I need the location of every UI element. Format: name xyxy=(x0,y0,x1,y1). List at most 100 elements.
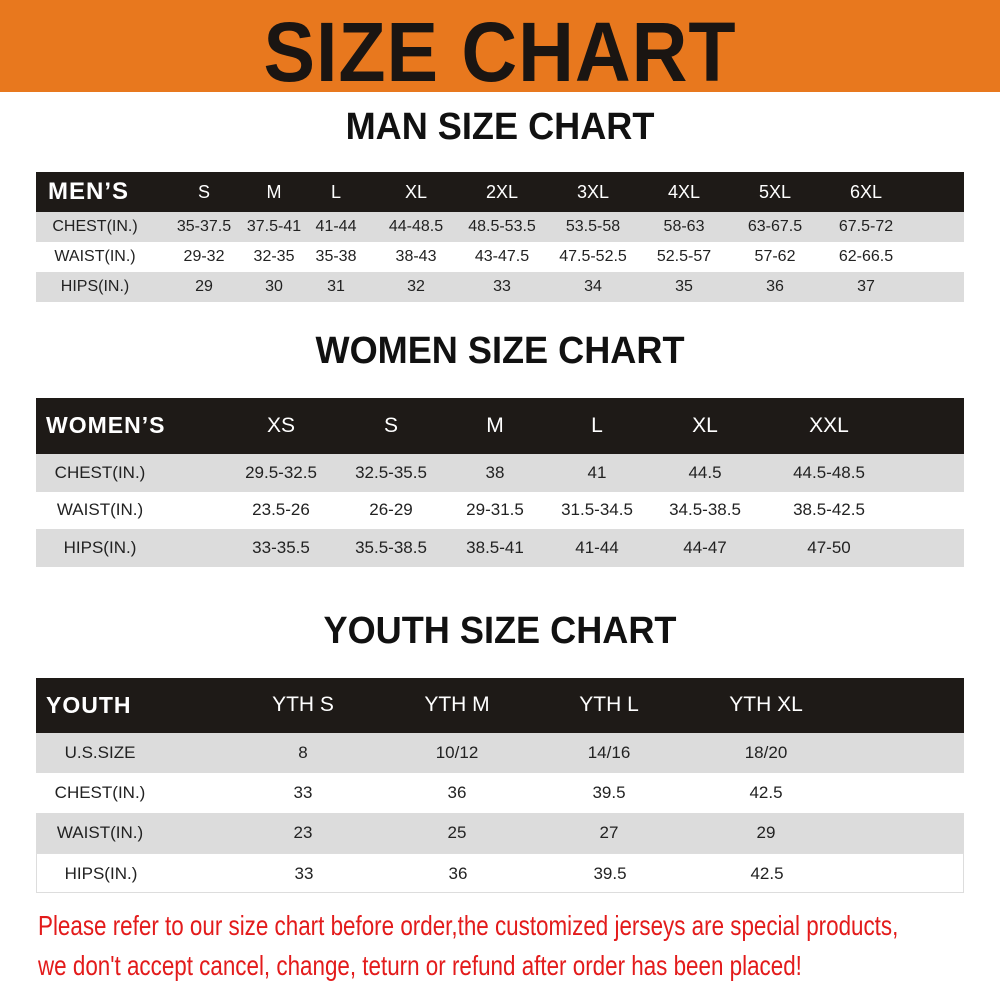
notice-line-2: we don't accept cancel, change, teturn o… xyxy=(38,950,802,981)
table-cell: 58-63 xyxy=(663,217,705,235)
size-header-3xl: 3XL xyxy=(576,181,610,202)
table-cell: 18/20 xyxy=(744,743,788,763)
table-cell: 41-44 xyxy=(575,537,619,557)
table-cell: 29 xyxy=(756,823,776,843)
table-row: U.S.SIZE 8 10/12 14/16 18/20 xyxy=(36,733,964,773)
table-cell: 39.5 xyxy=(593,864,627,884)
table-cell: 26-29 xyxy=(369,500,413,520)
men-header-row: MEN’S S M L XL 2XL 3XL 4XL 5XL 6XL xyxy=(36,172,964,212)
size-header-l: L xyxy=(591,413,603,437)
table-cell: 30 xyxy=(265,277,283,295)
size-header-m: M xyxy=(486,413,504,437)
size-header-yth-xl: YTH XL xyxy=(729,693,803,717)
size-header-6xl: 6XL xyxy=(849,181,883,202)
table-cell: 53.5-58 xyxy=(565,217,621,235)
table-cell: 29 xyxy=(195,277,213,295)
row-label: HIPS(IN.) xyxy=(63,537,137,557)
table-row: HIPS(IN.) 33-35.5 35.5-38.5 38.5-41 41-44 44-… xyxy=(36,529,964,567)
table-cell: 10/12 xyxy=(435,743,479,763)
size-header-l: L xyxy=(330,181,342,202)
table-cell: 36 xyxy=(448,864,468,884)
table-row: WAIST(IN.) 23 25 27 29 xyxy=(36,813,964,853)
table-cell: 36 xyxy=(447,783,467,803)
size-header-xxl: XXL xyxy=(809,413,849,437)
table-cell: 8 xyxy=(298,743,308,763)
table-row: CHEST(IN.) 35-37.5 37.5-41 41-44 44-48.5 48.5… xyxy=(36,212,964,242)
table-cell: 33 xyxy=(293,783,313,803)
size-header-s: S xyxy=(383,413,399,437)
table-cell: 38.5-42.5 xyxy=(793,500,865,520)
table-cell: 29.5-32.5 xyxy=(245,462,317,482)
table-cell: 37.5-41 xyxy=(246,217,302,235)
row-label: WAIST(IN.) xyxy=(56,500,144,520)
table-cell: 29-32 xyxy=(183,247,225,265)
table-row: CHEST(IN.) 33 36 39.5 42.5 xyxy=(36,773,964,813)
table-cell: 43-47.5 xyxy=(474,247,530,265)
table-cell: 23 xyxy=(293,823,313,843)
table-cell: 48.5-53.5 xyxy=(468,217,536,235)
row-label: CHEST(IN.) xyxy=(52,217,138,235)
size-header-4xl: 4XL xyxy=(667,181,701,202)
table-row: WAIST(IN.) 29-32 32-35 35-38 38-43 43-47.5 47.… xyxy=(36,242,964,272)
table-cell: 32 xyxy=(407,277,425,295)
table-cell: 62-66.5 xyxy=(838,247,894,265)
women-header-label: WOMEN’S xyxy=(46,412,166,438)
table-cell: 37 xyxy=(857,277,875,295)
table-cell: 36 xyxy=(766,277,784,295)
table-cell: 47-50 xyxy=(807,537,851,557)
row-label: CHEST(IN.) xyxy=(54,462,146,482)
table-cell: 14/16 xyxy=(587,743,631,763)
size-header-xl: XL xyxy=(692,413,718,437)
table-cell: 38-43 xyxy=(395,247,437,265)
table-cell: 32.5-35.5 xyxy=(355,462,427,482)
table-cell: 34 xyxy=(584,277,602,295)
youth-section-title: YOUTH SIZE CHART xyxy=(323,610,677,652)
table-cell: 31 xyxy=(327,277,345,295)
size-header-yth-m: YTH M xyxy=(424,693,490,717)
table-cell: 47.5-52.5 xyxy=(559,247,627,265)
table-cell: 57-62 xyxy=(754,247,796,265)
table-cell: 63-67.5 xyxy=(747,217,803,235)
size-header-5xl: 5XL xyxy=(758,181,792,202)
women-section-title: WOMEN SIZE CHART xyxy=(315,330,685,372)
size-header-yth-l: YTH L xyxy=(579,693,639,717)
table-row: CHEST(IN.) 29.5-32.5 32.5-35.5 38 41 44.5 44.5… xyxy=(36,454,964,492)
table-cell: 44.5-48.5 xyxy=(793,462,865,482)
size-header-yth-s: YTH S xyxy=(272,693,334,717)
table-cell: 35 xyxy=(675,277,693,295)
row-label: HIPS(IN.) xyxy=(64,864,138,884)
table-cell: 41 xyxy=(587,462,607,482)
table-cell: 38 xyxy=(485,462,505,482)
table-cell: 35-37.5 xyxy=(176,217,232,235)
table-cell: 33 xyxy=(294,864,314,884)
table-cell: 31.5-34.5 xyxy=(561,500,633,520)
row-label: CHEST(IN.) xyxy=(54,783,146,803)
row-label: WAIST(IN.) xyxy=(56,823,144,843)
youth-header-label: YOUTH xyxy=(46,691,132,718)
youth-header-row: YOUTH YTH S YTH M YTH L YTH XL xyxy=(36,678,964,733)
table-row: HIPS(IN.) 29 30 31 32 33 34 35 36 37 xyxy=(36,272,964,302)
table-cell: 35.5-38.5 xyxy=(355,537,427,557)
table-cell: 44-48.5 xyxy=(388,217,444,235)
row-label: WAIST(IN.) xyxy=(54,247,136,265)
men-header-label: MEN’S xyxy=(48,178,130,205)
row-label: U.S.SIZE xyxy=(64,743,136,763)
table-cell: 33 xyxy=(493,277,511,295)
table-cell: 67.5-72 xyxy=(838,217,894,235)
size-header-xl: XL xyxy=(404,181,428,202)
notice-line-1: Please refer to our size chart before or… xyxy=(38,910,899,941)
table-cell: 42.5 xyxy=(750,864,784,884)
table-cell: 44-47 xyxy=(683,537,727,557)
table-cell: 35-38 xyxy=(315,247,357,265)
table-cell: 32-35 xyxy=(253,247,295,265)
row-label: HIPS(IN.) xyxy=(60,277,130,295)
table-cell: 42.5 xyxy=(749,783,783,803)
table-cell: 29-31.5 xyxy=(466,500,524,520)
size-header-xs: XS xyxy=(266,413,296,437)
table-cell: 39.5 xyxy=(592,783,626,803)
table-cell: 52.5-57 xyxy=(656,247,712,265)
table-row: HIPS(IN.) 33 36 39.5 42.5 xyxy=(36,853,964,893)
women-header-row: WOMEN’S XS S M L XL XXL xyxy=(36,398,964,454)
size-header-m: M xyxy=(266,181,282,202)
men-section-title: MAN SIZE CHART xyxy=(345,106,655,148)
